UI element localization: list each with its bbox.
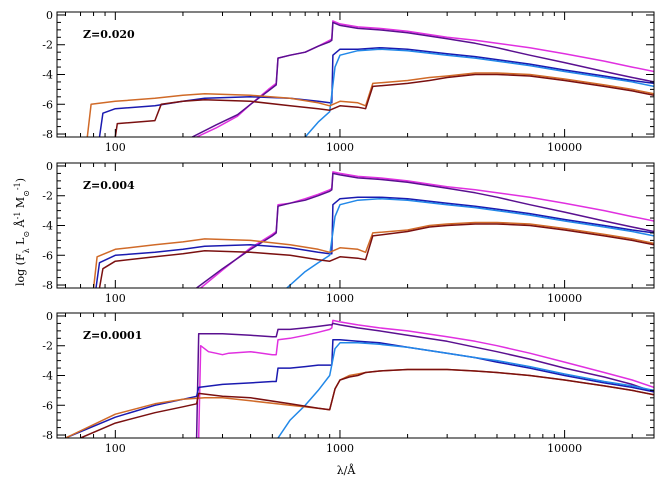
x-axis-label: λ/Å xyxy=(337,463,357,477)
series-group xyxy=(86,20,654,137)
series-line-darkred xyxy=(114,73,654,137)
panel-1: 100 1000 10000 0 -2 -4 -6 -8 Z=0.020 xyxy=(42,9,655,154)
y-tick-label: -2 xyxy=(42,39,53,52)
series-line-purple xyxy=(191,21,654,137)
series-line-purple xyxy=(195,322,654,438)
y-tick-label: -6 xyxy=(42,399,53,412)
series-line-blue xyxy=(95,196,654,288)
y-tick-label: -4 xyxy=(42,220,53,233)
x-tick-label: 1000 xyxy=(326,292,354,305)
y-tick-label: 0 xyxy=(46,310,53,323)
y-tick-label: -8 xyxy=(42,429,53,442)
series-line-skyblue xyxy=(286,197,654,288)
y-tick-label: -4 xyxy=(42,69,53,82)
series-line-purple xyxy=(196,172,654,288)
y-tick-label: -8 xyxy=(42,128,53,141)
panel-3: 100 1000 10000 0 -2 -4 -6 -8 Z=0.0001 xyxy=(42,310,655,455)
panel-label: Z=0.020 xyxy=(83,28,135,41)
series-line-darkred xyxy=(80,368,654,438)
y-tick-label: 0 xyxy=(46,160,53,173)
y-tick-label: 0 xyxy=(46,9,53,22)
y-tick-label: -2 xyxy=(42,340,53,353)
x-tick-label: 10000 xyxy=(547,292,582,305)
series-line-skyblue xyxy=(304,48,654,137)
y-tick-label: -6 xyxy=(42,249,53,262)
x-tick-label: 1000 xyxy=(326,141,354,154)
x-tick-label: 100 xyxy=(105,292,126,305)
panel-label: Z=0.0001 xyxy=(83,329,142,342)
y-tick-label: -4 xyxy=(42,370,53,383)
y-tick-label: -8 xyxy=(42,279,53,292)
series-line-magenta xyxy=(196,20,654,137)
plot-frame xyxy=(56,11,655,138)
series-group xyxy=(65,319,654,438)
series-line-blue xyxy=(65,339,654,438)
series-line-orange xyxy=(86,72,654,137)
panel-2: 100 1000 10000 0 -2 -4 -6 -8 Z=0.004 xyxy=(42,160,655,305)
series-line-magenta xyxy=(200,171,654,288)
series-line-magenta xyxy=(197,319,654,438)
x-tick-label: 10000 xyxy=(547,141,582,154)
series-group xyxy=(92,171,654,288)
x-tick-label: 100 xyxy=(105,442,126,455)
plot-frame xyxy=(56,162,655,289)
series-line-orange xyxy=(92,221,654,288)
x-tick-label: 10000 xyxy=(547,442,582,455)
y-axis-label: log (Fλ L⊙ Å-1 M⊙-1) xyxy=(13,178,31,286)
y-tick-label: -2 xyxy=(42,190,53,203)
series-line-blue xyxy=(98,46,654,137)
series-line-skyblue xyxy=(277,342,654,438)
y-tick-label: -6 xyxy=(42,98,53,111)
series-line-darkred xyxy=(98,223,654,288)
x-tick-label: 100 xyxy=(105,141,126,154)
x-tick-label: 1000 xyxy=(326,442,354,455)
panel-label: Z=0.004 xyxy=(83,179,135,192)
